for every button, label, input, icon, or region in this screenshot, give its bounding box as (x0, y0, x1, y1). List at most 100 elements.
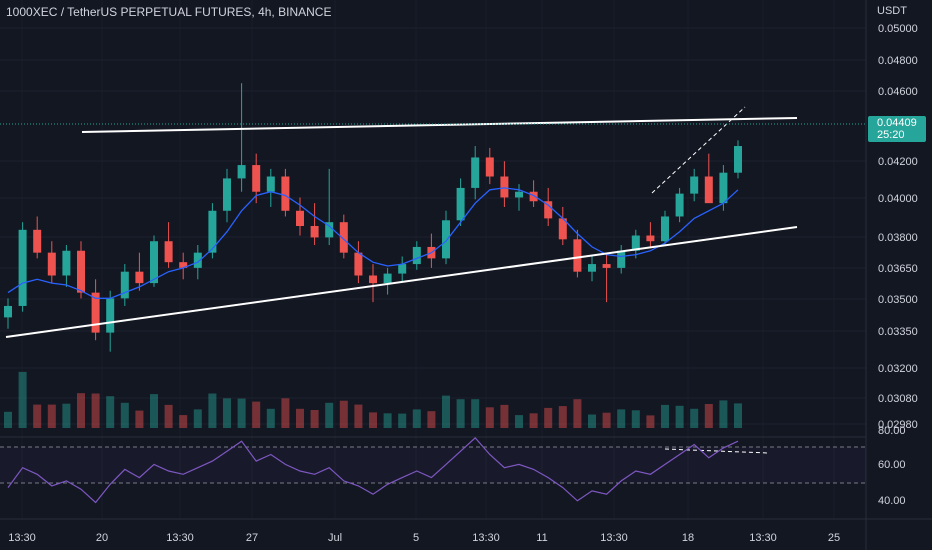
chart-title: 1000XEC / TetherUS PERPETUAL FUTURES, 4h… (6, 5, 332, 19)
volume-bar (310, 410, 319, 428)
candle-body (383, 273, 392, 284)
price-tick-label: 0.04600 (878, 86, 918, 98)
volume-bar (427, 411, 436, 428)
rsi-trendline[interactable] (664, 448, 769, 454)
candle-body (544, 201, 553, 219)
volume-bar (135, 410, 144, 428)
volume-bar (106, 396, 115, 428)
volume-bar (588, 414, 596, 428)
volume-bar (631, 410, 640, 428)
rsi-axis[interactable]: 80.00 60.00 40.00 (878, 425, 906, 507)
candle-body (179, 262, 188, 268)
volume-bar (704, 404, 713, 428)
price-unit: USDT (877, 5, 907, 17)
grid-lines (0, 27, 866, 425)
rsi-line (7, 437, 739, 504)
time-tick-label: 18 (682, 532, 694, 544)
candle-body (500, 176, 509, 198)
volume-bar (296, 408, 304, 428)
volume-bar (734, 403, 742, 428)
upper-trendline[interactable] (81, 117, 798, 133)
candle-body (18, 229, 27, 306)
candle-body (515, 191, 523, 198)
candle-body (77, 250, 85, 293)
volume-bar (412, 409, 421, 428)
candle-body (193, 252, 202, 268)
volume-bar (237, 398, 246, 428)
candle-body (456, 187, 465, 221)
candle-body (208, 210, 217, 253)
candle-body (442, 220, 450, 259)
candlesticks (4, 83, 742, 352)
time-tick-label: 11 (536, 532, 547, 544)
candle-body (661, 216, 669, 242)
price-tick-label: 0.03350 (878, 326, 918, 338)
candle-body (4, 305, 12, 318)
volume-bar (47, 404, 56, 428)
volume-bar (193, 409, 202, 428)
candle-body (529, 191, 538, 202)
time-tick-label: 27 (246, 532, 258, 544)
candle-body (704, 176, 713, 204)
candle-body (164, 241, 173, 263)
volume-bar (62, 403, 71, 428)
volume-bar (91, 393, 100, 428)
candle-body (369, 275, 377, 284)
moving-average-line (7, 187, 739, 299)
volume-bar (646, 415, 655, 428)
volume-bar (77, 393, 85, 428)
candle-body (106, 298, 115, 333)
candle-body (325, 222, 334, 238)
candle-body (471, 157, 480, 188)
volume-bar (690, 408, 699, 428)
volume-bar (617, 409, 626, 428)
rsi-band (0, 447, 866, 483)
rsi-tick-label: 80.00 (878, 425, 906, 437)
candle-body (310, 226, 319, 238)
candle-body (150, 241, 158, 284)
volume-bar (150, 394, 158, 428)
lower-trendline[interactable] (5, 226, 798, 338)
candle-body (252, 165, 261, 192)
time-axis[interactable]: 13:30 20 13:30 27 Jul 5 13:30 11 13:30 18 13:30 25 (8, 532, 840, 544)
dashed-trendline-upper[interactable] (651, 106, 746, 194)
candle-body (237, 165, 246, 179)
candle-body (135, 271, 144, 284)
volume-bar (398, 413, 407, 428)
candle-body (646, 235, 655, 242)
time-tick-label: Jul (328, 532, 342, 544)
candle-body (91, 292, 100, 333)
time-tick-label: 5 (413, 532, 419, 544)
volume-bar (719, 400, 728, 428)
candle-body (354, 252, 363, 276)
volume-bar (120, 402, 129, 428)
time-tick-label: 25 (828, 532, 840, 544)
volume-bar (675, 405, 684, 428)
volume-bar (223, 398, 231, 428)
candle-body (120, 271, 129, 299)
volume-bar (573, 399, 582, 428)
candle-body (602, 264, 611, 268)
time-tick-label: 13:30 (8, 532, 36, 544)
volume-bar (383, 413, 392, 428)
volume-bar (602, 412, 611, 428)
volume-bar (18, 371, 27, 428)
volume-bar (281, 398, 290, 428)
time-tick-label: 13:30 (749, 532, 777, 544)
candle-body (398, 264, 407, 274)
volume-bar (325, 402, 334, 428)
candle-body (62, 250, 71, 276)
price-tick-label: 0.03080 (878, 393, 918, 405)
price-axis[interactable]: 0.05000 0.04800 0.04600 0.04200 0.04000 0.038… (878, 23, 918, 431)
volume-bar (33, 404, 42, 428)
volume-bar (544, 407, 553, 428)
candle-body (47, 252, 56, 276)
volume-bar (339, 400, 348, 428)
candle-body (719, 172, 728, 204)
candle-body (631, 235, 640, 251)
candle-body (573, 239, 582, 272)
candle-body (33, 229, 42, 253)
price-tick-label: 0.03650 (878, 263, 918, 275)
candle-body (339, 222, 348, 253)
